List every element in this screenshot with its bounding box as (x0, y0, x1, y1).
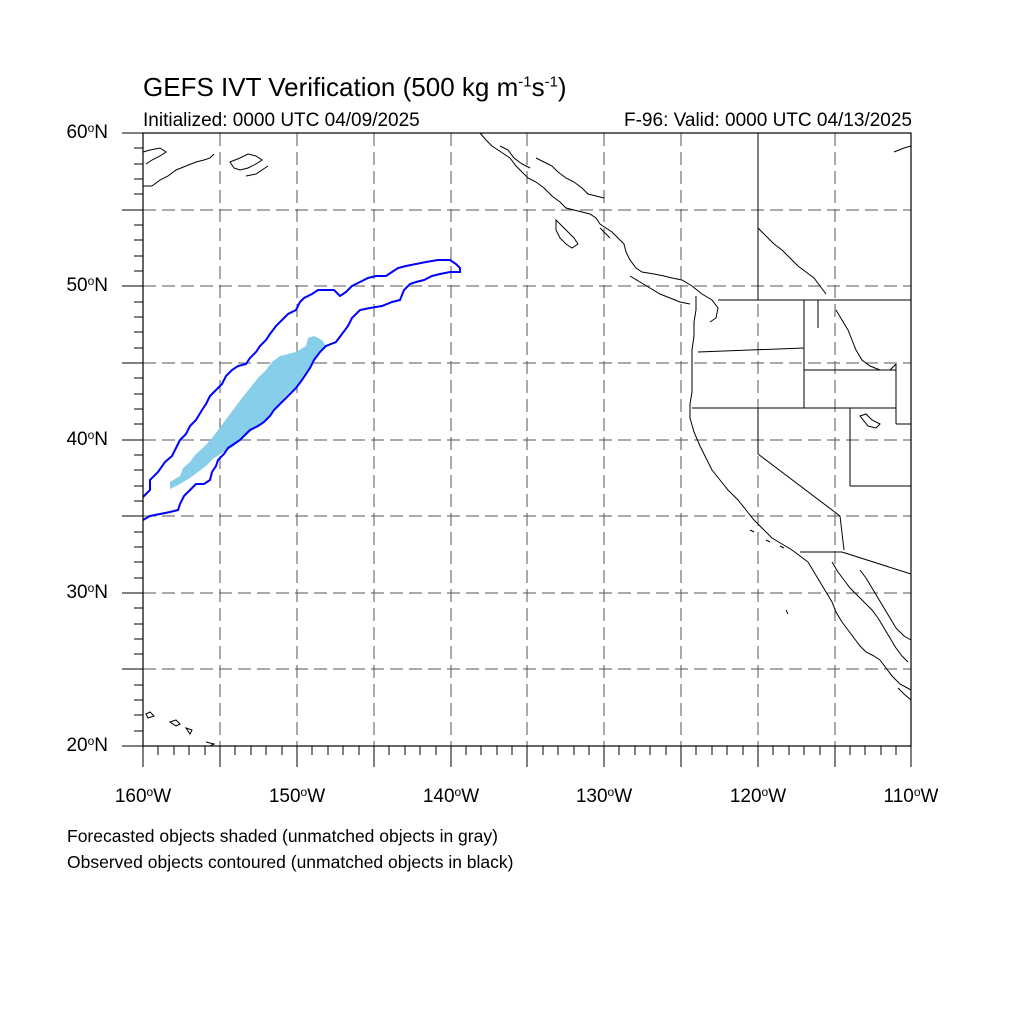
observed-object-contour (142, 259, 461, 521)
lat-label-30: 30oN (66, 581, 108, 603)
lon-label-120: 120oW (729, 785, 787, 807)
forecast-object-shading (170, 336, 326, 489)
caption-observed: Observed objects contoured (unmatched ob… (67, 852, 514, 872)
lon-label-130: 130oW (575, 785, 633, 807)
lon-label-140: 140oW (422, 785, 480, 807)
map-title: GEFS IVT Verification (500 kg m-1s-1) (143, 72, 567, 102)
caption-forecast: Forecasted objects shaded (unmatched obj… (67, 826, 498, 846)
lon-ticks (142, 746, 912, 767)
lat-label-20: 20oN (66, 734, 108, 756)
lon-label-160: 160oW (114, 785, 172, 807)
lon-label-150: 150oW (268, 785, 326, 807)
lat-label-50: 50oN (66, 274, 108, 296)
valid-time: F-96: Valid: 0000 UTC 04/13/2025 (624, 110, 912, 131)
coastlines (142, 132, 912, 747)
lon-label-110: 110oW (883, 785, 939, 807)
gridlines (143, 133, 911, 746)
state-borders (692, 133, 912, 575)
lat-label-40: 40oN (66, 428, 108, 450)
lat-ticks (122, 132, 143, 747)
initialized-time: Initialized: 0000 UTC 04/09/2025 (143, 110, 420, 131)
lat-label-60: 60oN (66, 121, 108, 143)
